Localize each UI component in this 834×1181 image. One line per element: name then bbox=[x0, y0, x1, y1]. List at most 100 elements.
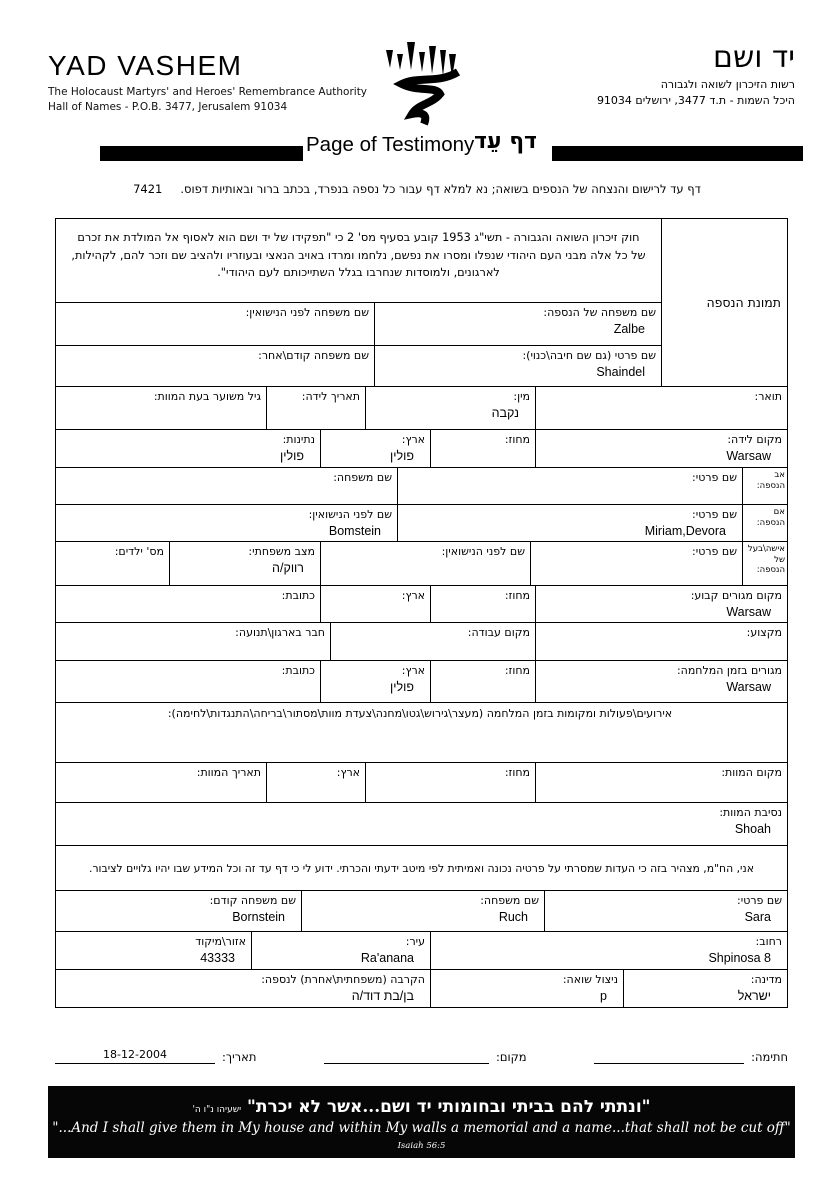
field-label: מחוז: bbox=[504, 766, 530, 779]
field-label: חבר בארגון\תנועה: bbox=[235, 626, 325, 639]
form-cell: תואר: bbox=[535, 387, 787, 429]
field-label: כתובת: bbox=[281, 664, 315, 677]
field-value: Ra'anana bbox=[360, 950, 414, 965]
org-header-english: YAD VASHEM The Holocaust Martyrs' and He… bbox=[48, 50, 367, 114]
form-cell: ניצול שואה: p bbox=[430, 970, 623, 1007]
field-value: פולין bbox=[390, 448, 414, 463]
form-number: 7421 bbox=[133, 182, 163, 196]
field-label: שם משפחה של הנספה: bbox=[543, 306, 656, 319]
form-cell: חבר בארגון\תנועה: bbox=[56, 623, 330, 660]
footer-quote-he-text: "ונתתי להם בביתי ובחומותי יד ושם...אשר ל… bbox=[247, 1097, 651, 1117]
field-label: גיל משוער בעת המוות: bbox=[153, 390, 261, 403]
field-value: 43333 bbox=[200, 950, 235, 965]
form-cell: גיל משוער בעת המוות: bbox=[56, 387, 266, 429]
form-cell: אירועים\פעולות ומקומות בזמן המלחמה (מעצר… bbox=[56, 703, 787, 762]
form-row: אם הנספה: שם פרטי: Miriam,Devora שם לפני הנ… bbox=[56, 504, 787, 541]
form-cell: תאריך המוות: bbox=[56, 763, 266, 802]
form-cell: שם משפחה קודם\אחר: bbox=[56, 346, 374, 386]
form-row: שם פרטי (גם שם חיבה\כנוי): Shaindel שם משפ… bbox=[56, 346, 661, 386]
date-value: 18-12-2004 bbox=[103, 1048, 167, 1061]
field-label: שם פרטי: bbox=[692, 508, 737, 521]
photo-cell: תמונת הנספה bbox=[661, 219, 787, 386]
form-cell: שם פרטי: Miriam,Devora bbox=[397, 505, 742, 541]
org-name-en: YAD VASHEM bbox=[48, 50, 243, 81]
declaration-text: אני, הח"מ, מצהיר בזה כי העדות שמסרתי על … bbox=[89, 861, 754, 875]
field-label: תאריך לידה: bbox=[301, 390, 360, 403]
form-row: שם פרטי: Sara שם משפחה: Ruch שם משפחה קודם: B… bbox=[56, 890, 787, 931]
form-cell: מקצוע: bbox=[535, 623, 787, 660]
form-cell: שם משפחה של הנספה: Zalbe bbox=[374, 303, 661, 345]
field-value: Shoah bbox=[734, 821, 771, 836]
field-label: נסיבת המוות: bbox=[719, 806, 782, 819]
field-label: מחוז: bbox=[504, 433, 530, 446]
instruction-text: דף עד לרישום והנצחה של הנספים בשואה; נא … bbox=[180, 182, 701, 196]
field-label: מקום המוות: bbox=[721, 766, 782, 779]
form-cell: עיר: Ra'anana bbox=[251, 932, 430, 969]
field-label: אם הנספה: bbox=[756, 507, 785, 528]
field-label: שם משפחה לפני הנישואין: bbox=[245, 306, 369, 319]
form-cell: אזור\מיקוד 43333 bbox=[56, 932, 251, 969]
form-cell: ארץ: פולין bbox=[320, 661, 430, 702]
signature-label: חתימה: bbox=[751, 1050, 788, 1064]
menorah-icon bbox=[382, 34, 462, 130]
form-cell: שם פרטי: bbox=[397, 468, 742, 504]
field-label: מין: bbox=[513, 390, 530, 403]
form-row: אב הנספה: שם פרטי: שם משפחה: bbox=[56, 467, 787, 504]
law-intro-paragraph: חוק זיכרון השואה והגבורה - תשי"ג 1953 קו… bbox=[56, 219, 661, 303]
field-label: כתובת: bbox=[281, 589, 315, 602]
field-label: מחוז: bbox=[504, 664, 530, 677]
place-item: מקום: bbox=[323, 1048, 527, 1064]
field-value: Warsaw bbox=[726, 604, 771, 619]
field-label: הקרבה (משפחתית\אחרת) לנספה: bbox=[261, 973, 425, 986]
form-cell: אישה\בעל של הנספה: bbox=[742, 542, 787, 585]
org-subtitle-he-2: היכל השמות - ת.ד 3477, ירושלים 91034 bbox=[596, 93, 795, 107]
form-cell: מחוז: bbox=[430, 586, 535, 622]
field-label: תואר: bbox=[754, 390, 783, 403]
field-value: ישראל bbox=[737, 988, 771, 1003]
field-label: שם לפני הנישואין: bbox=[308, 508, 392, 521]
field-label: מצב משפחתי: bbox=[248, 545, 315, 558]
field-label: שם משפחה קודם: bbox=[209, 894, 296, 907]
field-label: אירועים\פעולות ומקומות בזמן המלחמה (מעצר… bbox=[167, 707, 673, 720]
page-title-hebrew: דף עֵד bbox=[474, 128, 537, 154]
form-cell: שם לפני הנישואין: bbox=[320, 542, 530, 585]
form-cell: שם משפחה לפני הנישואין: bbox=[56, 303, 374, 345]
signature-item: חתימה: bbox=[594, 1048, 788, 1064]
form-cell: כתובת: bbox=[56, 661, 320, 702]
form-cell: שם משפחה: bbox=[56, 468, 397, 504]
field-label: מקום עבודה: bbox=[467, 626, 530, 639]
field-label: שם לפני הנישואין: bbox=[441, 545, 525, 558]
field-label: שם משפחה קודם\אחר: bbox=[258, 349, 369, 362]
form-row: מקצוע: מקום עבודה: חבר בארגון\תנועה: bbox=[56, 622, 787, 660]
field-value: בן/בת דוד/ה bbox=[351, 988, 414, 1003]
form-top-left: חוק זיכרון השואה והגבורה - תשי"ג 1953 קו… bbox=[56, 219, 661, 386]
form-cell: מחוז: bbox=[430, 661, 535, 702]
org-name-he: יד ושם bbox=[713, 40, 795, 75]
field-label: נתינות: bbox=[282, 433, 315, 446]
form-cell: מגורים בזמן המלחמה: Warsaw bbox=[535, 661, 787, 702]
org-subtitle-he-1: רשות הזיכרון לשואה ולגבורה bbox=[660, 78, 795, 91]
field-value: פולין bbox=[280, 448, 304, 463]
field-label: מס' ילדים: bbox=[114, 545, 164, 558]
form-cell: מחוז: bbox=[365, 763, 535, 802]
form-cell: שם משפחה קודם: Bornstein bbox=[56, 891, 301, 931]
form-row: נסיבת המוות: Shoah bbox=[56, 802, 787, 845]
field-label: מדינה: bbox=[750, 973, 782, 986]
field-value: Ruch bbox=[498, 909, 528, 924]
field-label: מקום לידה: bbox=[727, 433, 782, 446]
form-cell: מדינה: ישראל bbox=[623, 970, 787, 1007]
field-label: שם משפחה: bbox=[480, 894, 539, 907]
form-row: תואר: מין: נקבה תאריך לידה: גיל משוער בעת המ… bbox=[56, 386, 787, 429]
field-label: מגורים בזמן המלחמה: bbox=[676, 664, 782, 677]
form-cell: תאריך לידה: bbox=[266, 387, 365, 429]
form-cell: ארץ: bbox=[320, 586, 430, 622]
date-label: תאריך: bbox=[222, 1050, 257, 1064]
form-row: אני, הח"מ, מצהיר בזה כי העדות שמסרתי על … bbox=[56, 845, 787, 890]
org-header-hebrew: יד ושם רשות הזיכרון לשואה ולגבורה היכל ה… bbox=[597, 40, 795, 109]
footer-quote-hebrew: "ונתתי להם בביתי ובחומותי יד ושם...אשר ל… bbox=[48, 1097, 795, 1117]
field-label: אב הנספה: bbox=[756, 470, 785, 491]
field-label: ארץ: bbox=[401, 664, 425, 677]
field-value: Bornstein bbox=[232, 909, 285, 924]
form-row: רחוב: Shpinosa 8 עיר: Ra'anana אזור\מיקוד 433… bbox=[56, 931, 787, 969]
form-rows: תואר: מין: נקבה תאריך לידה: גיל משוער בעת המ… bbox=[56, 386, 787, 1007]
